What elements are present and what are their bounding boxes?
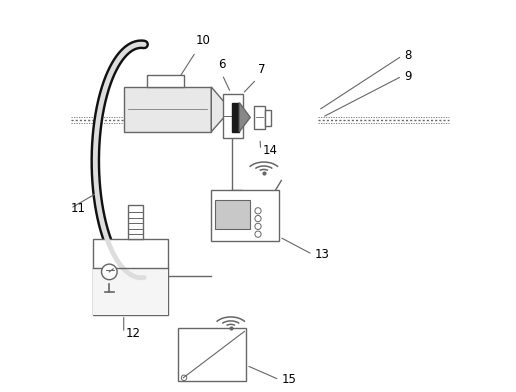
Circle shape [181,375,187,381]
FancyBboxPatch shape [211,190,279,241]
Text: 11: 11 [70,202,85,215]
Text: 14: 14 [263,143,278,156]
Text: 7: 7 [259,63,266,76]
Polygon shape [239,103,250,132]
FancyBboxPatch shape [147,74,184,87]
Circle shape [255,216,261,222]
Text: 10: 10 [196,34,211,47]
Circle shape [255,208,261,214]
Text: 13: 13 [314,248,329,261]
FancyBboxPatch shape [124,87,211,132]
Text: 8: 8 [404,49,411,62]
Circle shape [255,231,261,237]
Circle shape [255,223,261,229]
FancyBboxPatch shape [178,328,246,381]
FancyBboxPatch shape [127,205,143,239]
Circle shape [102,264,117,279]
Text: 6: 6 [218,58,226,71]
Text: 9: 9 [404,70,411,83]
Text: 12: 12 [126,327,141,339]
FancyBboxPatch shape [254,106,265,129]
FancyBboxPatch shape [223,94,243,138]
FancyBboxPatch shape [92,268,169,315]
Polygon shape [211,87,231,132]
FancyBboxPatch shape [232,103,239,132]
FancyBboxPatch shape [265,111,271,126]
FancyBboxPatch shape [215,200,250,229]
FancyBboxPatch shape [92,239,169,315]
Text: 15: 15 [281,373,296,386]
